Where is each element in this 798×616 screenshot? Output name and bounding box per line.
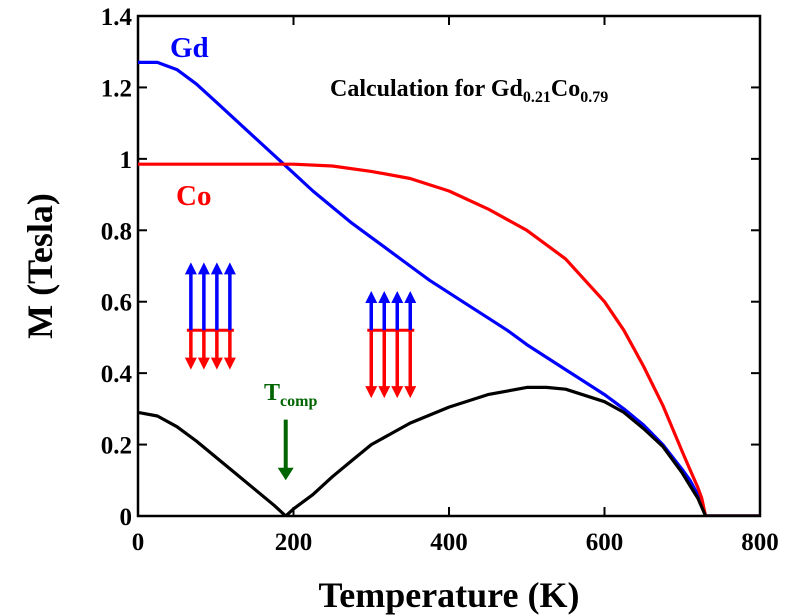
spin-arrowhead-down	[210, 357, 223, 370]
y-tick-label: 0	[120, 504, 133, 531]
series-line-co	[138, 162, 760, 516]
spin-arrowhead-down	[391, 386, 404, 399]
series-lines	[138, 60, 760, 516]
tcomp-arrow-head	[277, 467, 294, 481]
y-tick-label: 1.2	[101, 75, 132, 102]
calc-annotation: Calculation for Gd0.21Co0.79	[330, 76, 608, 106]
calc-main-text: Calculation for Gd	[330, 76, 524, 102]
tcomp-main: T	[264, 380, 280, 406]
spin-diagram	[184, 262, 236, 370]
x-tick-label: 600	[586, 529, 624, 556]
tcomp-arrow	[277, 419, 294, 481]
spin-arrowhead-down	[404, 386, 417, 399]
y-tick-label: 0.4	[101, 361, 133, 388]
spin-arrowhead-down	[378, 386, 391, 399]
calc-sub-co: 0.79	[580, 89, 608, 106]
calc-mid-text: Co	[551, 76, 580, 102]
x-tick-label: 0	[132, 529, 145, 556]
y-tick-label: 1.4	[101, 4, 133, 31]
spin-arrowhead-down	[197, 357, 210, 370]
spin-arrowhead-up	[184, 262, 197, 275]
x-axis-label: Temperature (K)	[319, 575, 580, 615]
spin-arrowhead-up	[223, 262, 236, 275]
x-tick-label: 800	[741, 529, 779, 556]
y-tick-label: 0.6	[101, 290, 132, 317]
spin-arrowhead-up	[404, 291, 417, 303]
tcomp-sub: comp	[280, 393, 317, 410]
spin-arrowhead-down	[223, 357, 236, 370]
spin-diagrams	[184, 262, 417, 399]
y-tick-label: 1	[120, 147, 133, 174]
co-label: Co	[176, 180, 211, 212]
axis-tick-labels: 0 200 400 600 800 0 0.2 0.4 0.6 0.8 1 1.2 1.4	[101, 4, 779, 556]
spin-arrowhead-down	[365, 386, 378, 399]
x-tick-label: 400	[430, 529, 468, 556]
spin-arrowhead-up	[197, 262, 210, 275]
x-tick-label: 200	[275, 529, 313, 556]
spin-arrowhead-up	[210, 262, 223, 275]
series-line-net	[138, 385, 760, 516]
gd-label: Gd	[170, 32, 209, 64]
spin-diagram	[365, 291, 417, 399]
y-tick-label: 0.2	[101, 433, 132, 460]
spin-arrowhead-up	[365, 291, 378, 303]
spin-arrowhead-down	[184, 357, 197, 370]
spin-arrowhead-up	[378, 291, 391, 303]
y-axis-label: M (Tesla)	[20, 193, 60, 339]
y-tick-label: 0.8	[101, 218, 132, 245]
tcomp-label: Tcomp	[264, 380, 317, 410]
calc-sub-gd: 0.21	[523, 89, 551, 106]
spin-arrowhead-up	[391, 291, 404, 303]
